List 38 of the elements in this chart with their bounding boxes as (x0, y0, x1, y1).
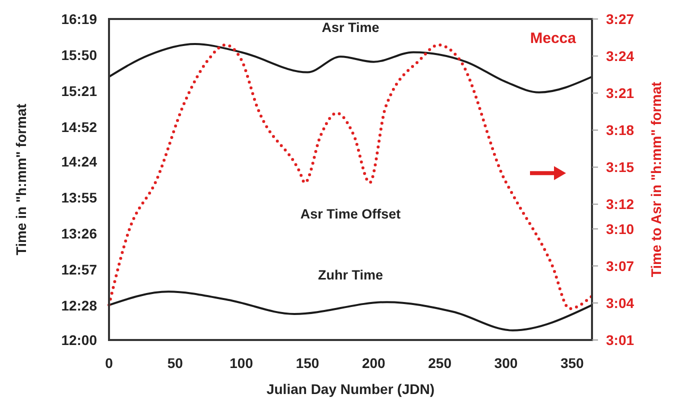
y2-tick-label: 3:07 (606, 258, 634, 274)
x-tick-label: 200 (362, 355, 386, 371)
y2-tick-label: 3:21 (606, 85, 634, 102)
x-axis-title: Julian Day Number (JDN) (266, 381, 435, 397)
y-tick-label: 13:55 (61, 189, 98, 206)
annotation: Mecca (530, 30, 577, 47)
x-tick-label: 300 (494, 355, 518, 371)
x-tick-label: 150 (296, 355, 320, 371)
y2-tick-label: 3:15 (606, 159, 634, 176)
y2-tick-label: 3:27 (606, 11, 634, 27)
x-tick-label: 50 (167, 355, 184, 371)
y-tick-label: 12:00 (61, 332, 98, 348)
x-tick-label: 250 (428, 355, 452, 371)
y2-tick-label: 3:10 (606, 220, 634, 237)
y2-tick-label: 3:12 (606, 196, 634, 212)
x-tick-label: 350 (560, 355, 584, 371)
y2-tick-label: 3:18 (606, 122, 634, 138)
x-tick-label: 100 (230, 355, 254, 371)
line-series (108, 290, 593, 332)
series-label: Zuhr Time (318, 268, 384, 283)
y-tick-label: 12:28 (61, 297, 98, 314)
y-tick-label: 15:50 (61, 46, 98, 63)
series-label: Asr Time Offset (300, 206, 402, 222)
x-tick-label: 0 (105, 355, 114, 371)
y2-tick-label: 3:04 (606, 294, 634, 311)
y-tick-label: 14:52 (61, 118, 98, 135)
y-tick-label: 15:21 (61, 82, 98, 99)
y-tick-label: 16:19 (61, 11, 98, 27)
line-series (108, 43, 594, 310)
y2-tick-label: 3:24 (606, 48, 634, 64)
y2-tick-label: 3:01 (606, 332, 634, 348)
y-tick-label: 14:24 (61, 154, 98, 170)
y-axis-title: Time in "h:mm" format (13, 103, 29, 256)
line-series (108, 43, 593, 94)
y-tick-label: 12:57 (61, 261, 98, 278)
series-label: Asr Time (322, 20, 380, 36)
y-tick-label: 13:26 (61, 225, 98, 242)
y2-axis-title: Time to Asr in "h:mm" format (648, 82, 664, 278)
